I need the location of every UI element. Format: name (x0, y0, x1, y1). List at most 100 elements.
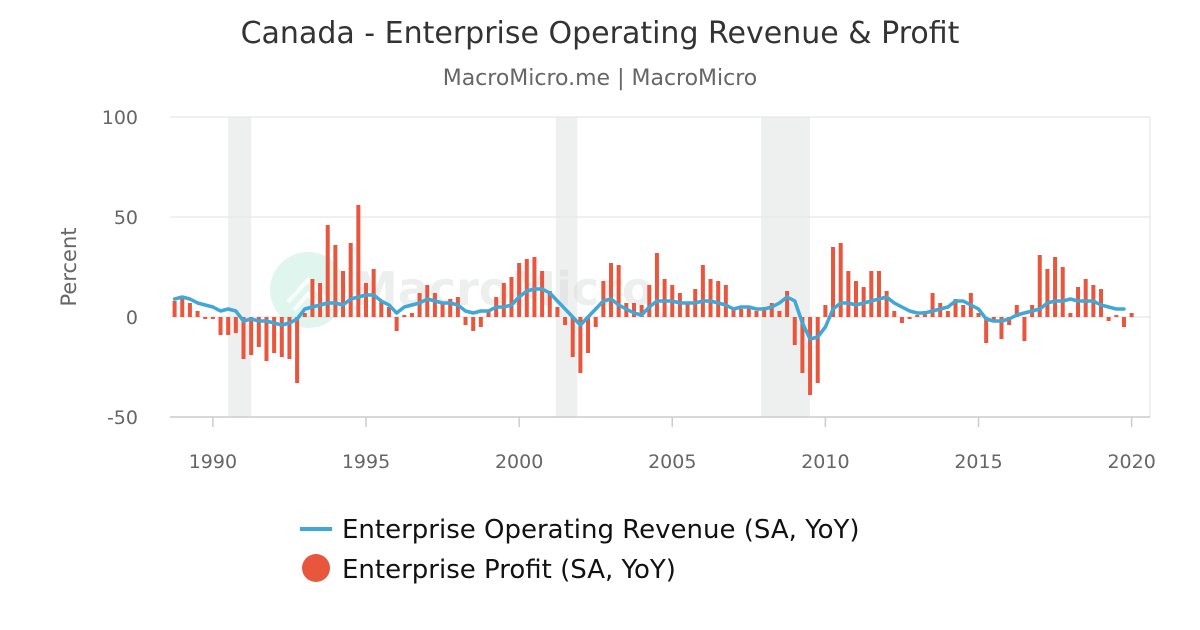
profit-bar (279, 317, 284, 357)
x-tick-label: 2000 (495, 451, 543, 473)
profit-bar (899, 317, 904, 323)
profit-bar (731, 307, 736, 317)
profit-bar (800, 317, 805, 373)
profit-bar (945, 311, 950, 317)
profit-bar (1121, 317, 1126, 327)
profit-bar (195, 311, 200, 317)
profit-bar (762, 307, 767, 317)
profit-bar (1022, 317, 1027, 341)
profit-bar (203, 317, 208, 319)
profit-bar (631, 303, 636, 317)
profit-bar (716, 281, 721, 317)
profit-bar (647, 285, 652, 317)
profit-bar (180, 297, 185, 317)
profit-bar (318, 283, 323, 317)
profit-bar (578, 317, 583, 373)
profit-bar (601, 281, 606, 317)
profit-bar (907, 317, 912, 319)
profit-bar (172, 301, 177, 317)
profit-bar (417, 293, 422, 317)
legend-profit-swatch (302, 554, 330, 582)
profit-bar (233, 317, 238, 333)
profit-bar (991, 317, 996, 321)
profit-bar (1060, 267, 1065, 317)
profit-bar (517, 263, 522, 317)
profit-bar (754, 311, 759, 317)
profit-bar (295, 317, 300, 383)
profit-bar (333, 245, 338, 317)
profit-bar (838, 243, 843, 317)
profit-bar (739, 309, 744, 317)
profit-bar (1114, 315, 1119, 317)
profit-bar (540, 271, 545, 317)
profit-bar (654, 253, 659, 317)
profit-bar (1053, 257, 1058, 317)
profit-bar (256, 317, 261, 347)
revenue-line (172, 287, 1126, 341)
profit-bar (586, 317, 591, 353)
profit-bar (509, 277, 514, 317)
profit-bar (386, 307, 391, 317)
profit-bar (1037, 255, 1042, 317)
profit-bar (379, 301, 384, 317)
profit-bar (930, 293, 935, 317)
profit-bar (1083, 279, 1088, 317)
y-tick-label: 0 (126, 307, 138, 329)
profit-bar (264, 317, 269, 361)
profit-bar (869, 271, 874, 317)
profit-bar (777, 311, 782, 317)
profit-bar (831, 247, 836, 317)
y-tick-label: 50 (114, 207, 138, 229)
profit-bar (287, 317, 292, 359)
profit-bar (593, 317, 598, 327)
profit-bar (700, 265, 705, 317)
axes: -50 0 50 100 1990 1995 2000 2005 2010 2015 2020 (102, 107, 1156, 473)
profit-bar (984, 317, 989, 343)
profit-bar (1007, 317, 1012, 325)
profit-bar (609, 263, 613, 317)
profit-bar (524, 259, 529, 317)
profit-bar (823, 305, 828, 317)
x-tick-label: 2015 (954, 451, 1002, 473)
profit-bar (356, 205, 361, 317)
recession-band-1 (228, 117, 252, 417)
profit-bar (746, 307, 751, 317)
profit-bar (394, 317, 399, 331)
profit-bar (364, 283, 368, 317)
y-tick-label: -50 (107, 407, 138, 429)
profit-bar (854, 281, 858, 317)
profit-bar (348, 243, 353, 317)
profit-bar (723, 285, 728, 317)
profit-bar (249, 317, 254, 355)
profit-bar (1129, 313, 1134, 317)
revenue-line-layer (172, 287, 1126, 341)
profit-bar (478, 317, 483, 327)
profit-bar (402, 315, 407, 317)
profit-bar (876, 271, 881, 317)
profit-bar (961, 305, 966, 317)
profit-bar (815, 317, 820, 383)
profit-bar (892, 311, 897, 317)
legend: Enterprise Operating Revenue (SA, YoY) E… (300, 515, 860, 585)
profit-bar (471, 317, 476, 331)
profit-bar (662, 279, 667, 317)
profit-bar (685, 303, 690, 317)
profit-bar (884, 291, 889, 317)
profit-bar (1014, 305, 1019, 317)
profit-bar (677, 293, 682, 317)
legend-profit-label: Enterprise Profit (SA, YoY) (342, 555, 676, 585)
profit-bar (1099, 289, 1103, 317)
y-tick-label: 100 (102, 107, 138, 129)
profit-bar (1045, 269, 1050, 317)
x-tick-label: 2020 (1107, 451, 1155, 473)
profit-bar (555, 307, 560, 317)
profit-bar (241, 317, 246, 359)
profit-bar (325, 225, 330, 317)
profit-bar (769, 303, 774, 317)
profit-bar (440, 303, 445, 317)
legend-revenue-label: Enterprise Operating Revenue (SA, YoY) (342, 515, 860, 545)
profit-bar (463, 317, 468, 325)
profit-bar (425, 285, 430, 317)
profit-bar (639, 305, 644, 317)
